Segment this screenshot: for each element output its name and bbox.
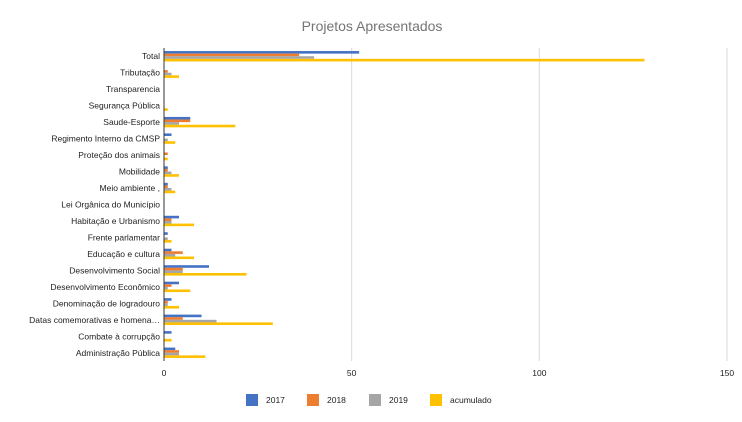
bar-acumulado	[164, 75, 180, 78]
bar-2019	[164, 319, 217, 323]
bar-2019	[164, 253, 176, 257]
bar-acumulado	[164, 108, 168, 111]
bar-acumulado	[164, 272, 247, 276]
bar-2017	[164, 116, 191, 120]
x-tick-label: 150	[720, 368, 734, 378]
bar-acumulado	[164, 240, 172, 243]
bar-2018	[164, 350, 180, 353]
category-label: Desenvolvimento Econômico	[50, 282, 160, 292]
bar-2018	[164, 53, 300, 57]
category-label: Regimento Interno da CMSP	[51, 134, 160, 144]
category-label: Transparencia	[106, 84, 160, 94]
bar-2018	[164, 284, 172, 287]
category-labels: Total Tributação Transparencia Segurança Pú…	[29, 51, 160, 358]
grid-lines	[351, 48, 728, 361]
bar-acumulado	[164, 174, 180, 177]
category-label: Meio ambiente ,	[100, 183, 160, 193]
bar-2018	[164, 317, 183, 320]
bar-2017	[164, 298, 172, 301]
bar-2017	[164, 133, 172, 137]
bar-acumulado	[164, 256, 195, 260]
legend-swatch-2019	[369, 394, 381, 406]
bar-2017	[164, 248, 172, 252]
legend-label: acumulado	[450, 395, 492, 405]
x-tick-label: 100	[532, 368, 546, 378]
bar-2019	[164, 237, 168, 241]
legend-label: 2019	[389, 395, 408, 405]
bar-acumulado	[164, 223, 195, 227]
bars	[164, 51, 645, 358]
bar-2019	[164, 72, 172, 76]
category-label: Administração Pública	[76, 348, 160, 358]
bar-2019	[164, 270, 183, 273]
category-label: Denominação de logradouro	[53, 298, 161, 308]
legend-label: 2017	[266, 395, 285, 405]
chart-title: Projetos Apresentados	[302, 18, 443, 34]
bar-acumulado	[164, 305, 180, 309]
category-label: Total	[142, 51, 160, 61]
bar-2018	[164, 152, 168, 156]
legend: 2017 2018 2019 acumulado	[246, 394, 492, 406]
category-label: Tributação	[120, 68, 160, 78]
x-axis-ticks: 0 50 100 150	[162, 368, 735, 378]
bar-2017	[164, 166, 168, 169]
bar-2017	[164, 265, 210, 268]
category-label: Combate à corrupção	[78, 331, 160, 341]
category-label: Datas comemorativas e homena…	[29, 315, 160, 325]
bar-2018	[164, 168, 168, 172]
x-tick-label: 50	[347, 368, 357, 378]
legend-swatch-acumulado	[430, 394, 442, 406]
bar-2019	[164, 138, 168, 142]
bar-2017	[164, 182, 168, 186]
bar-2019	[164, 220, 172, 224]
bar-2017	[164, 215, 180, 219]
bar-2019	[164, 188, 172, 191]
category-label: Habitação e Urbanismo	[71, 216, 160, 226]
bar-2017	[164, 331, 172, 334]
category-label: Educação e cultura	[87, 249, 160, 259]
bar-acumulado	[164, 58, 645, 62]
bar-2019	[164, 56, 315, 59]
legend-label: 2018	[327, 395, 346, 405]
bar-2017	[164, 314, 202, 318]
bar-2017	[164, 51, 360, 54]
bar-2017	[164, 347, 176, 351]
bar-2018	[164, 300, 168, 304]
category-label: Saude-Esporte	[103, 117, 160, 127]
category-label: Lei Orgânica do Município	[61, 200, 160, 210]
bar-acumulado	[164, 124, 236, 128]
bar-2019	[164, 286, 168, 290]
bar-2018	[164, 218, 172, 221]
category-label: Proteção dos animais	[78, 150, 160, 160]
legend-swatch-2018	[307, 394, 319, 406]
category-label: Frente parlamentar	[88, 232, 160, 242]
bar-2019	[164, 303, 168, 306]
bar-2018	[164, 70, 168, 73]
category-label: Segurança Pública	[89, 101, 161, 111]
bar-2019	[164, 352, 180, 356]
category-label: Desenvolvimento Social	[69, 265, 160, 275]
bar-acumulado	[164, 355, 206, 358]
bar-acumulado	[164, 190, 176, 194]
bar-2018	[164, 267, 183, 271]
bar-2019	[164, 171, 172, 175]
bar-acumulado	[164, 322, 273, 326]
legend-swatch-2017	[246, 394, 258, 406]
x-tick-label: 0	[162, 368, 167, 378]
category-label: Mobilidade	[119, 167, 160, 177]
bar-2017	[164, 281, 180, 285]
bar-acumulado	[164, 157, 168, 161]
bar-2019	[164, 122, 180, 125]
bar-2018	[164, 185, 168, 189]
bar-2018	[164, 251, 183, 254]
bar-2017	[164, 232, 168, 235]
bar-acumulado	[164, 141, 176, 144]
bar-2018	[164, 119, 191, 123]
bar-acumulado	[164, 338, 172, 342]
bar-acumulado	[164, 289, 191, 293]
